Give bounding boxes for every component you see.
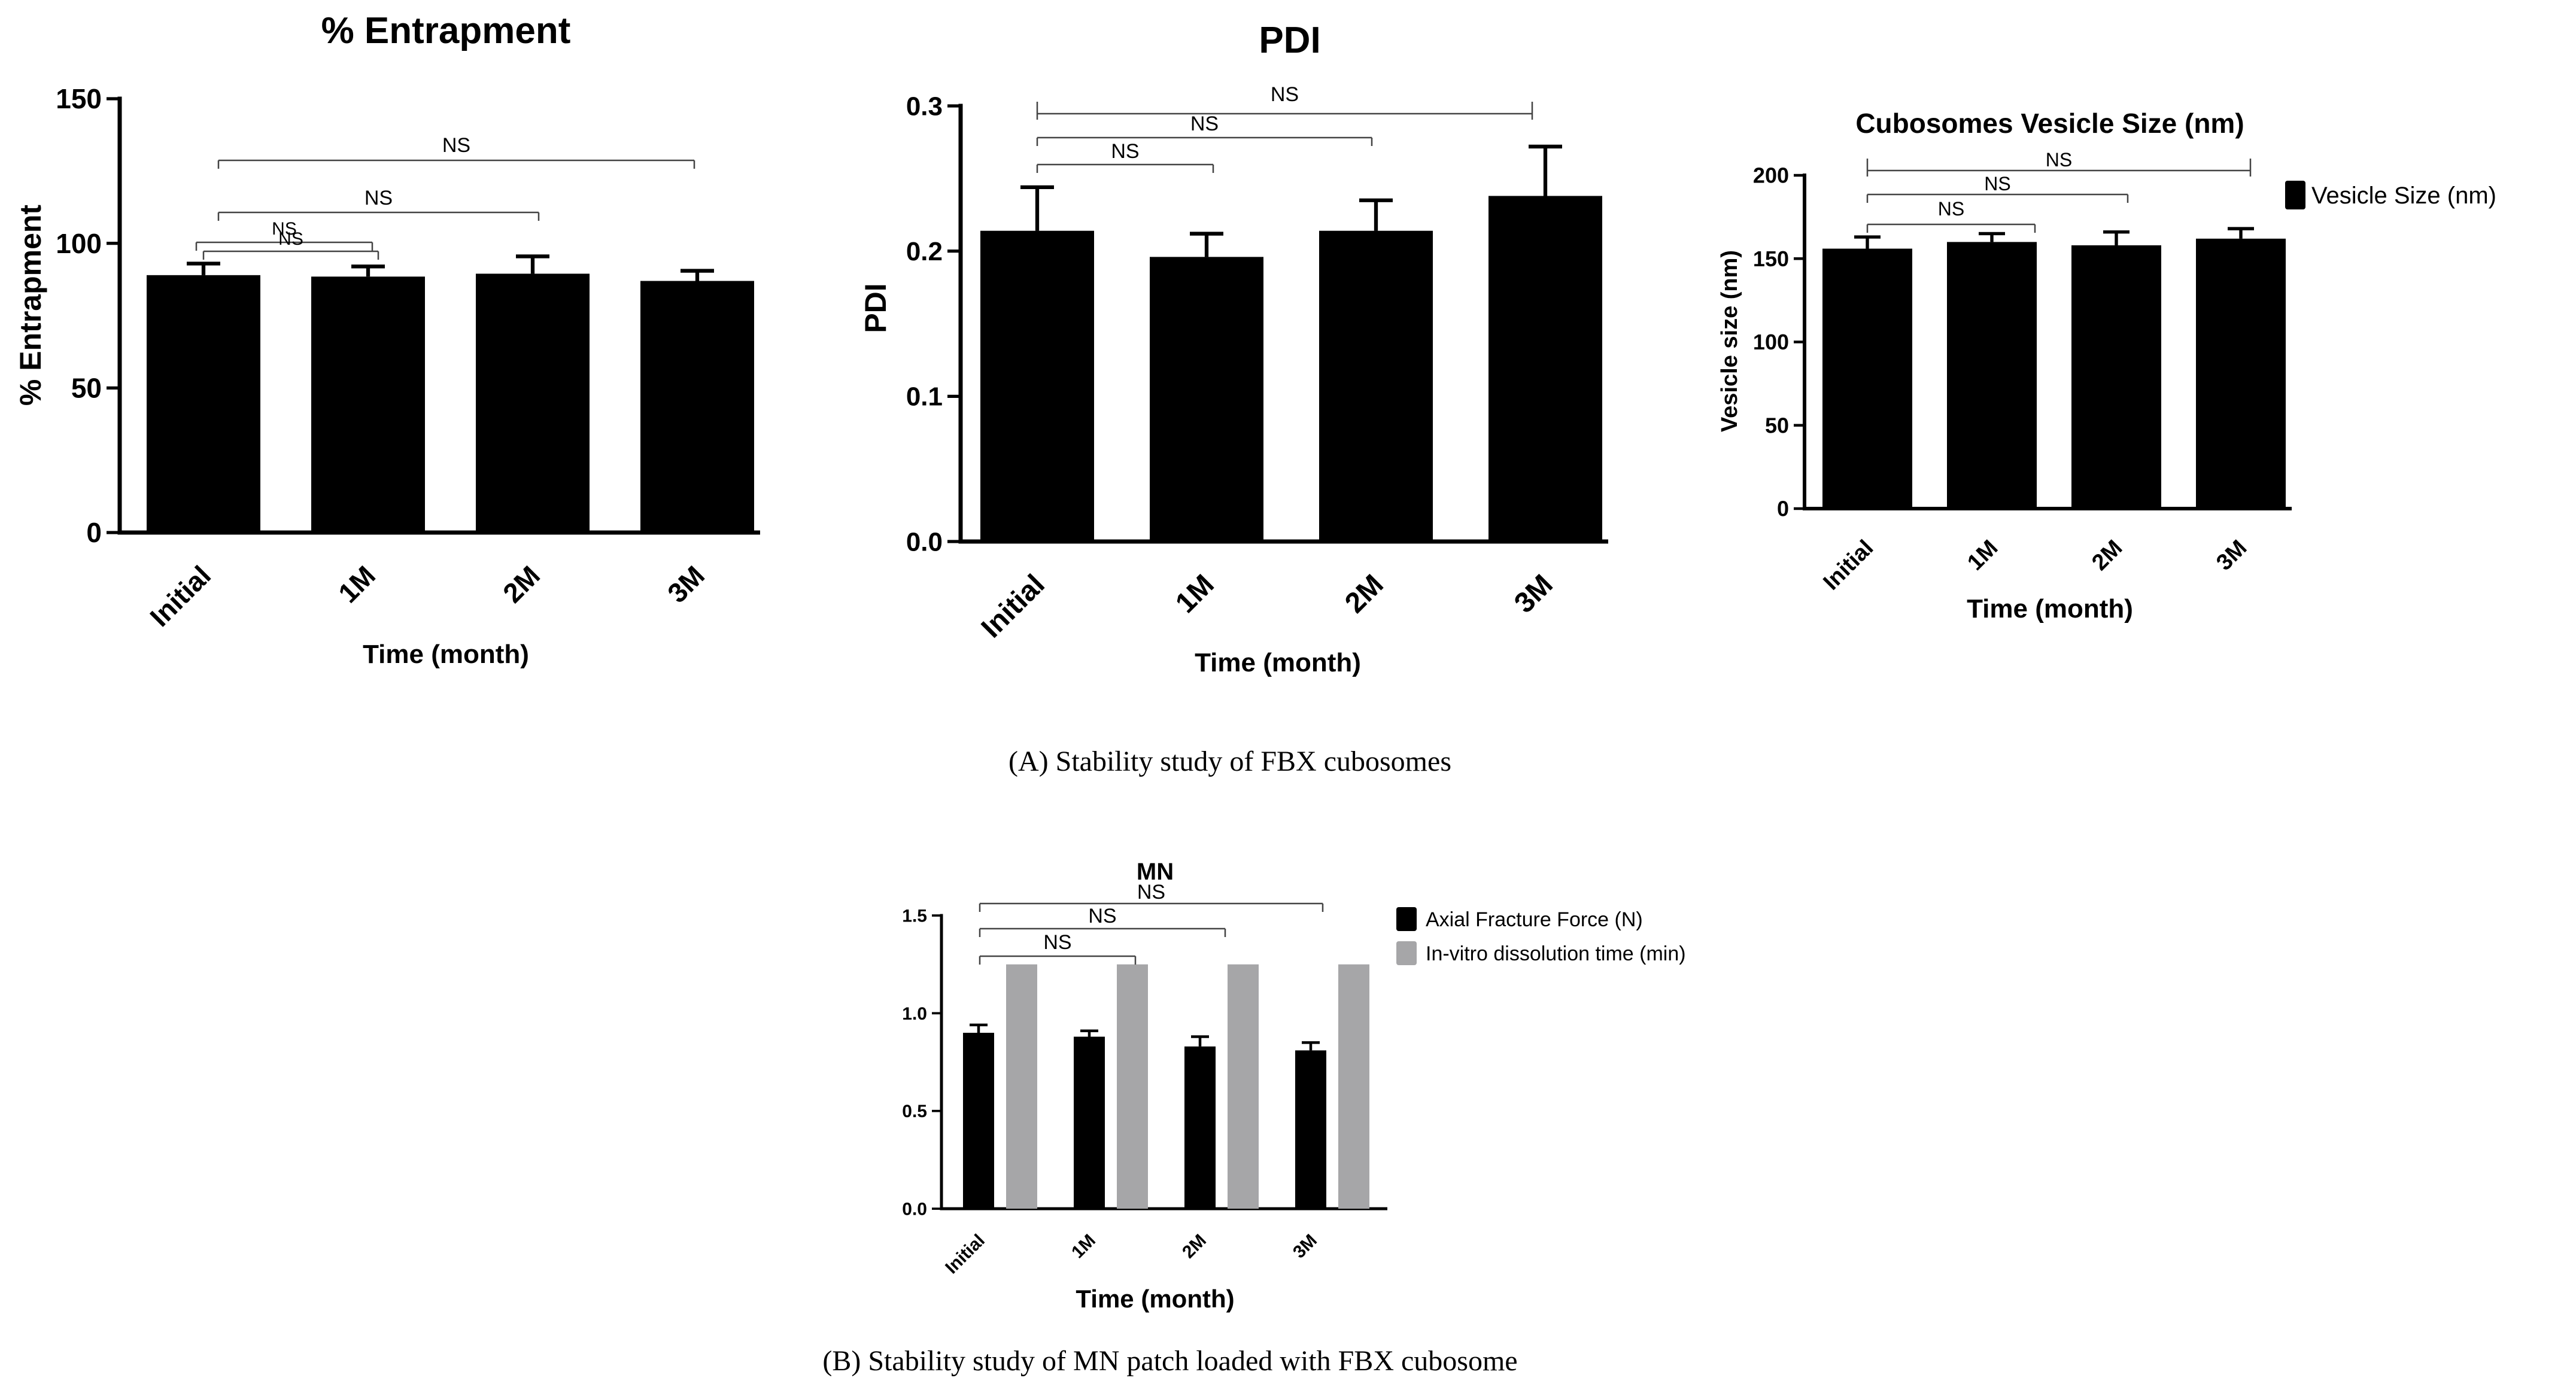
vesicle-size-chart: Cubosomes Vesicle Size (nm) Vesicle size… xyxy=(1717,108,2496,623)
legend-swatch xyxy=(1396,941,1417,965)
y-tick-label: 100 xyxy=(1753,330,1789,354)
x-tick-label: 3M xyxy=(1508,568,1559,619)
significance-label: NS xyxy=(278,229,303,249)
legend-label: In-vitro dissolution time (min) xyxy=(1426,942,1686,965)
y-axis-label: PDI xyxy=(859,283,892,333)
y-tick-label: 50 xyxy=(1765,413,1789,437)
chart-title: Cubosomes Vesicle Size (nm) xyxy=(1855,108,2244,139)
x-axis-label: Time (month) xyxy=(1195,648,1361,677)
x-tick-label: Initial xyxy=(976,568,1051,644)
entrapment-chart: % Entrapment % Entrapment Time (month) 0… xyxy=(14,10,760,669)
x-tick-label: 1M xyxy=(1169,568,1220,619)
caption-a: (A) Stability study of FBX cubosomes xyxy=(1008,746,1451,777)
bar xyxy=(1228,964,1259,1209)
bar xyxy=(1947,242,2037,509)
significance-label: NS xyxy=(1938,198,1964,220)
y-tick-label: 0 xyxy=(1777,497,1789,521)
y-tick-label: 150 xyxy=(1753,247,1789,271)
y-tick-label: 1.5 xyxy=(902,907,927,926)
x-tick-label: 3M xyxy=(1289,1231,1321,1263)
y-tick-label: 0.0 xyxy=(906,527,943,556)
bar xyxy=(1489,196,1602,542)
y-tick-label: 0.0 xyxy=(902,1200,927,1219)
significance-label: NS xyxy=(1190,112,1219,135)
significance-label: NS xyxy=(442,134,470,157)
bar xyxy=(1117,964,1148,1209)
x-tick-label: 1M xyxy=(332,559,381,609)
bar xyxy=(476,273,590,533)
x-axis-label: Time (month) xyxy=(1076,1285,1234,1313)
y-tick-label: 0.1 xyxy=(906,382,943,412)
legend-swatch xyxy=(1396,907,1417,931)
bar xyxy=(1338,964,1369,1209)
x-tick-label: Initial xyxy=(941,1231,989,1278)
bar xyxy=(640,281,754,533)
significance-label: NS xyxy=(1111,140,1139,163)
significance-label: NS xyxy=(1137,881,1165,904)
bar xyxy=(2196,238,2286,509)
legend-label: Vesicle Size (nm) xyxy=(2311,183,2496,209)
bar xyxy=(311,276,425,533)
x-tick-label: 3M xyxy=(2212,536,2252,576)
y-tick-label: 0.3 xyxy=(906,92,943,121)
significance-label: NS xyxy=(1088,905,1116,927)
bar xyxy=(147,275,260,533)
x-tick-label: Initial xyxy=(1818,536,1878,595)
y-tick-label: 100 xyxy=(56,228,102,259)
bar xyxy=(1295,1050,1326,1209)
legend-label: Axial Fracture Force (N) xyxy=(1426,908,1643,931)
x-tick-label: 1M xyxy=(1068,1231,1099,1263)
legend-swatch xyxy=(2285,181,2305,209)
x-axis-label: Time (month) xyxy=(1967,594,2133,623)
x-tick-label: 3M xyxy=(661,559,710,609)
bar xyxy=(1319,230,1433,542)
chart-title: PDI xyxy=(1259,20,1320,61)
significance-label: NS xyxy=(2046,149,2072,171)
bar xyxy=(2071,245,2161,509)
y-tick-label: 0 xyxy=(86,517,102,548)
y-tick-label: 50 xyxy=(71,372,102,403)
y-tick-label: 0.5 xyxy=(902,1102,927,1121)
y-axis-label: Vesicle size (nm) xyxy=(1717,250,1742,432)
significance-label: NS xyxy=(364,187,393,209)
bar xyxy=(1074,1036,1105,1209)
significance-label: NS xyxy=(1271,83,1299,106)
x-tick-label: 1M xyxy=(1963,536,2003,576)
caption-b: (B) Stability study of MN patch loaded w… xyxy=(822,1345,1517,1377)
bar xyxy=(1822,248,1912,509)
chart-title: MN xyxy=(1137,859,1174,885)
y-tick-label: 200 xyxy=(1753,163,1789,188)
y-tick-label: 0.2 xyxy=(906,237,943,266)
x-tick-label: Initial xyxy=(144,559,217,632)
bar xyxy=(1184,1046,1216,1209)
bar xyxy=(980,230,1094,542)
x-tick-label: 2M xyxy=(2087,536,2127,576)
significance-label: NS xyxy=(1043,931,1071,954)
bar xyxy=(1006,964,1037,1209)
pdi-chart: PDI PDI Time (month) 0.0 0.1 0.2 0.3 Initial… xyxy=(859,20,1608,677)
significance-label: NS xyxy=(1984,173,2010,194)
x-tick-label: 2M xyxy=(497,559,546,609)
bar xyxy=(1150,257,1263,542)
y-tick-label: 1.0 xyxy=(902,1004,927,1024)
chart-title: % Entrapment xyxy=(321,10,571,51)
x-tick-label: 2M xyxy=(1339,568,1390,619)
y-tick-label: 150 xyxy=(56,83,102,114)
x-tick-label: 2M xyxy=(1178,1231,1210,1263)
significance-label: NS xyxy=(272,219,297,239)
mn-chart: MN Time (month) 0.0 0.5 1.0 1.5 Initial 1M 2M 3… xyxy=(902,859,1685,1313)
bar xyxy=(963,1033,994,1209)
y-axis-label: % Entrapment xyxy=(14,205,47,406)
x-axis-label: Time (month) xyxy=(363,640,529,669)
